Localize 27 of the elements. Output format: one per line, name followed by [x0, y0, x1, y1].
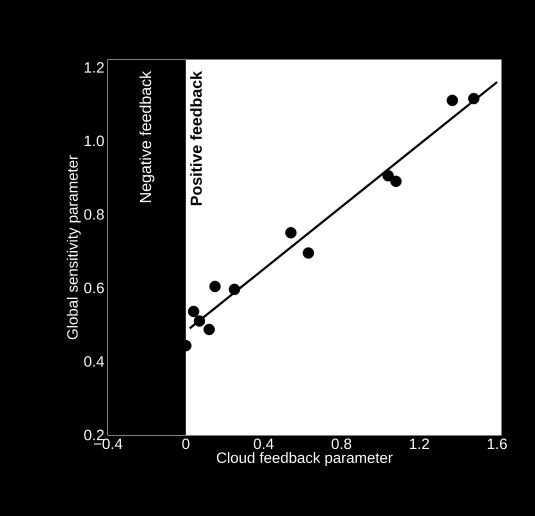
point: [285, 227, 297, 238]
point: [188, 306, 200, 318]
point: [468, 92, 480, 104]
point: [446, 94, 458, 106]
x-tick-label: 1.6: [488, 438, 507, 450]
x-tick-label: 0.4: [254, 438, 274, 450]
y-tick-label: 1.2: [84, 62, 104, 73]
y-tick-label: 0.2: [84, 430, 104, 440]
y-tick-label: 0.4: [84, 356, 104, 367]
x-tick-label: 0.8: [332, 438, 352, 450]
x-tick-label: 0: [182, 438, 190, 450]
point: [302, 247, 314, 259]
y-tick-label: 0.8: [84, 209, 104, 220]
y-axis-title: Global sensitivity parameter: [66, 155, 81, 340]
y-tick-label: 0.6: [84, 282, 104, 294]
point: [203, 324, 215, 336]
point: [382, 170, 394, 182]
band-label: Negative feedback: [139, 70, 154, 202]
point: [390, 176, 402, 188]
x-tick-label: 1.2: [410, 438, 429, 449]
x-axis-title: Cloud feedback parameter: [216, 452, 393, 466]
y-tick-label: 1.0: [84, 136, 104, 146]
point: [194, 315, 206, 327]
point: [209, 280, 221, 292]
x-tick-label: −0.4: [94, 438, 122, 450]
annotation: Positive feedback: [190, 71, 202, 206]
point: [228, 284, 240, 296]
